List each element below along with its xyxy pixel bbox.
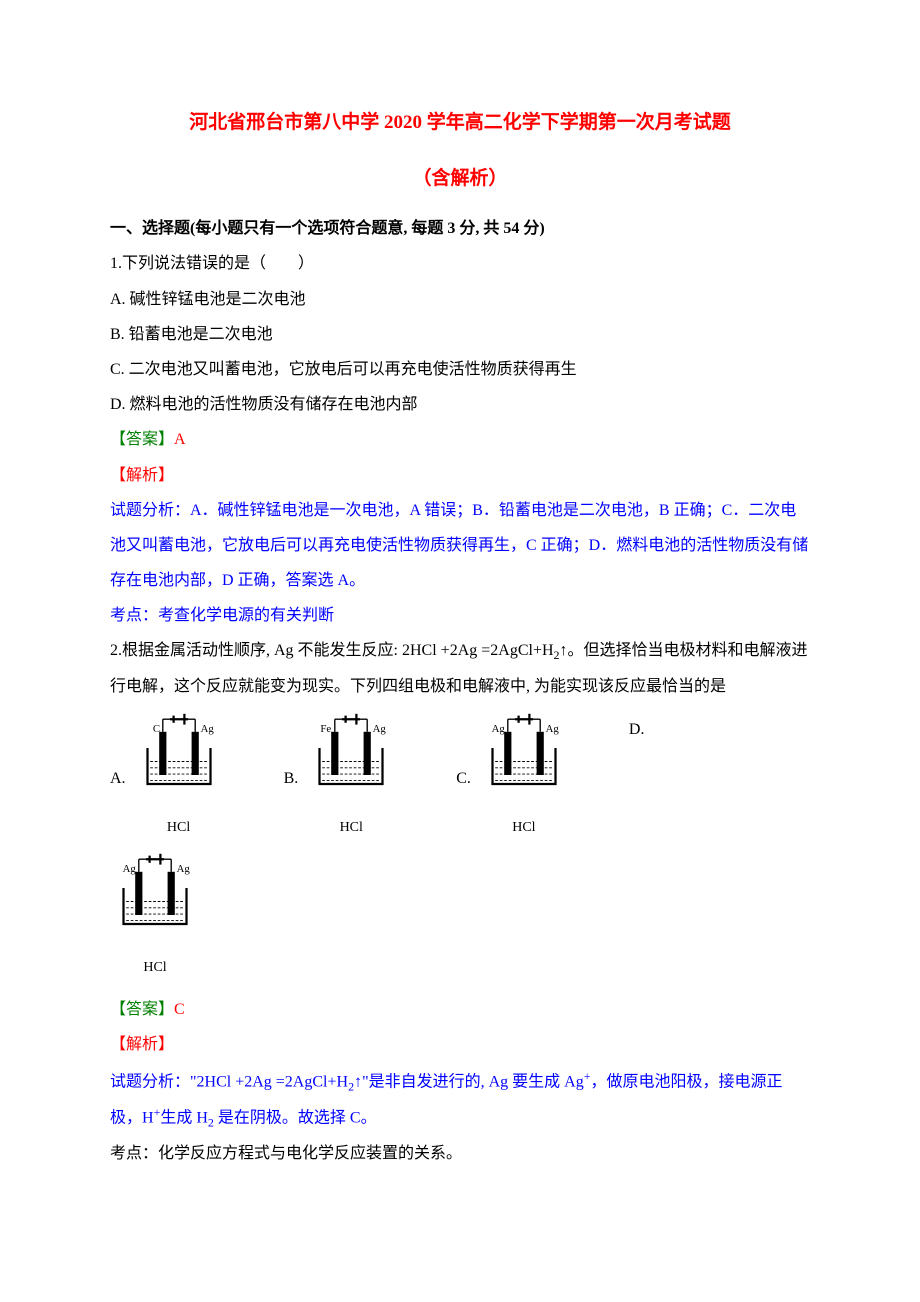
q2-option-a-label: A.	[110, 761, 126, 796]
svg-text:Ag: Ag	[177, 863, 191, 875]
svg-text:C: C	[152, 723, 159, 735]
cell-diagram-d: Ag Ag HCl	[110, 852, 200, 984]
q1-option-b: B. 铅蓄电池是二次电池	[110, 317, 810, 352]
svg-text:Ag: Ag	[546, 723, 560, 735]
electrolysis-cell-icon: Fe Ag	[306, 712, 396, 802]
svg-text:Fe: Fe	[321, 723, 332, 735]
svg-text:Ag: Ag	[123, 863, 137, 875]
cell-diagram-a: C Ag HCl	[134, 712, 224, 844]
electrolyte-label: HCl	[479, 813, 569, 844]
q2-option-d: Ag Ag HCl	[110, 852, 200, 984]
analysis-text-part: 试题分析："2HCl +2Ag =2AgCl+H	[110, 1073, 348, 1090]
q2-stem-text-1: 2.根据金属活动性顺序, Ag 不能发生反应: 2HCl +2Ag =2AgCl…	[110, 642, 554, 659]
analysis-text-part: ↑"是非自发进行的, Ag 要生成 Ag	[354, 1073, 584, 1090]
q1-answer: 【答案】A	[110, 422, 810, 457]
q1-option-d: D. 燃料电池的活性物质没有储存在电池内部	[110, 387, 810, 422]
q2-stem: 2.根据金属活动性顺序, Ag 不能发生反应: 2HCl +2Ag =2AgCl…	[110, 633, 810, 704]
q2-options-row-2: Ag Ag HCl	[110, 852, 810, 984]
q2-option-c-label: C.	[456, 761, 471, 796]
q1-option-a: A. 碱性锌锰电池是二次电池	[110, 282, 810, 317]
electrolysis-cell-icon: C Ag	[134, 712, 224, 802]
answer-value: A	[174, 431, 186, 448]
q1-stem: 1.下列说法错误的是（ ）	[110, 246, 810, 281]
q2-analysis-p1: 试题分析："2HCl +2Ag =2AgCl+H2↑"是非自发进行的, Ag 要…	[110, 1063, 810, 1137]
q1-analysis-p1: 试题分析：A．碱性锌锰电池是一次电池，A 错误；B．铅蓄电池是二次电池，B 正确…	[110, 493, 810, 599]
answer-value: C	[174, 1001, 185, 1018]
electrolysis-cell-icon: Ag Ag	[479, 712, 569, 802]
q2-option-d-label: D.	[629, 712, 645, 747]
superscript-plus: +	[584, 1069, 591, 1083]
q2-option-a: A. C	[110, 712, 224, 844]
section-header: 一、选择题(每小题只有一个选项符合题意, 每题 3 分, 共 54 分)	[110, 211, 810, 246]
q2-answer: 【答案】C	[110, 992, 810, 1027]
answer-label: 【答案】	[110, 431, 174, 448]
analysis-text-part: 生成 H	[160, 1110, 208, 1127]
electrolyte-label: HCl	[110, 953, 200, 984]
q1-option-c: C. 二次电池又叫蓄电池，它放电后可以再充电使活性物质获得再生	[110, 352, 810, 387]
q2-option-b: B. Fe	[284, 712, 397, 844]
cell-diagram-b: Fe Ag HCl	[306, 712, 396, 844]
electrolysis-cell-icon: Ag Ag	[110, 852, 200, 942]
answer-label: 【答案】	[110, 1001, 174, 1018]
svg-text:Ag: Ag	[492, 723, 506, 735]
svg-text:Ag: Ag	[373, 723, 387, 735]
q2-analysis-p2: 考点：化学反应方程式与电化学反应装置的关系。	[110, 1136, 810, 1171]
q2-option-b-label: B.	[284, 761, 299, 796]
electrolyte-label: HCl	[134, 813, 224, 844]
cell-diagram-c: Ag Ag HCl	[479, 712, 569, 844]
exam-title-line1: 河北省邢台市第八中学 2020 学年高二化学下学期第一次月考试题	[110, 100, 810, 146]
q2-option-c: C. Ag	[456, 712, 569, 844]
exam-title-line2: （含解析）	[110, 156, 810, 202]
analysis-text-part: 是在阴极。故选择 C。	[214, 1110, 377, 1127]
q2-options-row-1: A. C	[110, 712, 810, 844]
q1-analysis-p2: 考点：考查化学电源的有关判断	[110, 598, 810, 633]
q1-analysis-label: 【解析】	[110, 458, 810, 493]
svg-text:Ag: Ag	[200, 723, 214, 735]
electrolyte-label: HCl	[306, 813, 396, 844]
q2-analysis-label: 【解析】	[110, 1027, 810, 1062]
